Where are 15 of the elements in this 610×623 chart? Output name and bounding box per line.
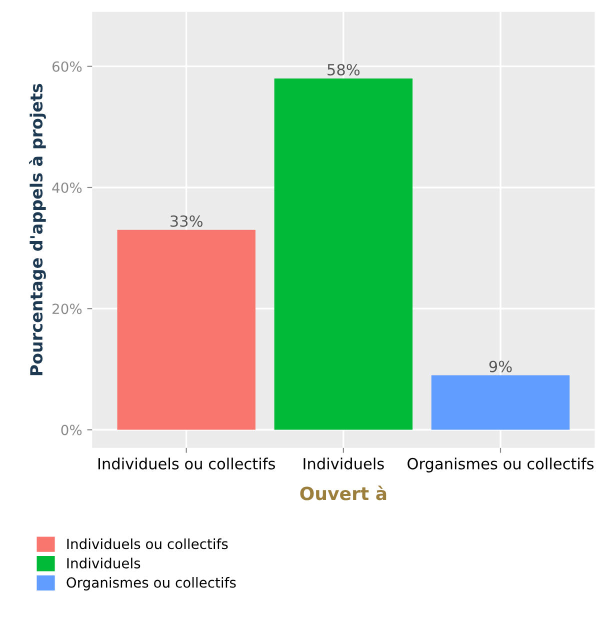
legend-label: Individuels ou collectifs bbox=[67, 538, 228, 550]
data-label: 58% bbox=[328, 64, 360, 76]
x-axis-title: Ouvert à bbox=[300, 486, 386, 500]
y-tick-label: 60% bbox=[52, 61, 82, 72]
x-tick-label: Individuels ou collectifs bbox=[98, 458, 275, 470]
y-tick-label: 40% bbox=[52, 182, 82, 193]
y-axis-title: Pourcentage d'appels à projets bbox=[29, 84, 46, 376]
x-tick-label: Organismes ou collectifs bbox=[408, 458, 594, 472]
legend-label: Individuels bbox=[67, 558, 140, 568]
data-label: 33% bbox=[170, 215, 202, 227]
legend-label: Organismes ou collectifs bbox=[66, 577, 236, 590]
x-tick-label: Individuels bbox=[304, 458, 384, 470]
data-label: 9% bbox=[489, 360, 512, 372]
y-tick-label: 0% bbox=[61, 424, 82, 436]
y-tick-label: 20% bbox=[52, 304, 82, 314]
